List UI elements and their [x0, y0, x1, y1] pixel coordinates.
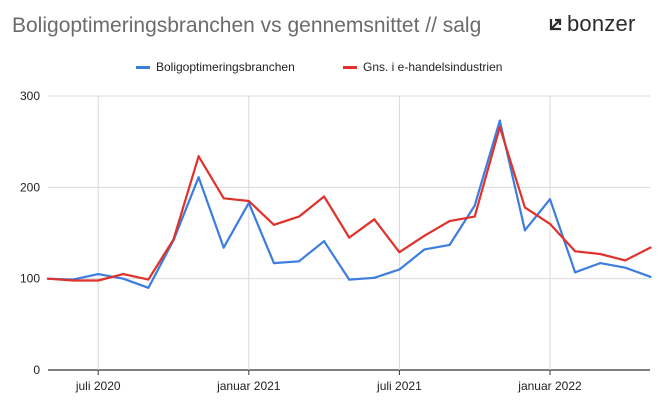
- data-point-series-2: [373, 218, 376, 221]
- chart-legend: Boligoptimeringsbranchen Gns. i e-handel…: [0, 58, 668, 76]
- data-point-series-2: [423, 234, 426, 237]
- data-point-series-2: [122, 273, 125, 276]
- data-point-series-1: [373, 276, 376, 279]
- data-point-series-1: [523, 229, 527, 232]
- logo-text: bonzer: [567, 11, 636, 36]
- data-point-series-1: [574, 271, 577, 274]
- data-point-series-2: [147, 278, 150, 281]
- data-point-series-1: [323, 240, 326, 243]
- data-point-series-1: [599, 262, 602, 265]
- data-point-series-1: [548, 198, 552, 201]
- data-point-series-1: [398, 268, 401, 271]
- data-point-series-2: [222, 197, 225, 200]
- chart-title: Boligoptimeringsbranchen vs gennemsnitte…: [12, 14, 482, 37]
- data-point-series-2: [197, 155, 200, 158]
- data-point-series-2: [297, 215, 301, 218]
- series-line-1: [46, 119, 652, 289]
- data-point-series-1: [297, 260, 301, 263]
- x-tick-label: juli 2021: [376, 379, 422, 393]
- data-point-series-1: [423, 248, 426, 251]
- data-point-series-1: [222, 246, 225, 249]
- data-point-series-1: [272, 262, 275, 265]
- data-point-series-2: [72, 279, 75, 282]
- data-point-series-2: [599, 252, 602, 256]
- data-point-series-2: [348, 236, 351, 239]
- legend-item-series-1: Boligoptimeringsbranchen: [136, 60, 295, 74]
- data-point-series-1: [473, 204, 476, 207]
- data-point-series-2: [498, 125, 501, 129]
- data-point-series-2: [247, 199, 250, 203]
- x-tick-label: januar 2021: [216, 379, 281, 393]
- data-point-series-2: [523, 206, 527, 209]
- data-point-series-2: [323, 195, 326, 198]
- x-tick-label: juli 2020: [75, 379, 121, 393]
- data-point-series-1: [498, 119, 501, 122]
- data-point-series-1: [97, 273, 100, 276]
- data-point-series-1: [448, 243, 451, 246]
- x-tick-label: januar 2022: [517, 379, 582, 393]
- series-line-2: [46, 125, 652, 282]
- data-point-series-1: [624, 266, 627, 269]
- data-point-series-2: [624, 259, 627, 262]
- data-point-series-2: [398, 251, 401, 254]
- data-point-series-1: [122, 277, 125, 280]
- data-point-series-2: [272, 223, 275, 226]
- legend-item-series-2: Gns. i e-handelsindustrien: [343, 60, 502, 74]
- data-point-series-2: [473, 215, 476, 218]
- data-point-series-2: [574, 250, 577, 253]
- data-point-series-1: [197, 176, 200, 179]
- y-tick-label: 300: [20, 89, 40, 103]
- y-tick-label: 100: [20, 272, 40, 286]
- data-point-series-2: [448, 220, 451, 223]
- data-point-series-1: [147, 286, 150, 289]
- data-point-series-2: [172, 238, 175, 241]
- data-point-series-1: [649, 275, 652, 278]
- y-tick-label: 200: [20, 180, 40, 194]
- data-point-series-1: [348, 278, 351, 281]
- y-tick-label: 0: [33, 363, 40, 377]
- legend-swatch-series-2: [343, 65, 357, 69]
- legend-label-series-2: Gns. i e-handelsindustrien: [363, 60, 503, 74]
- legend-swatch-series-1: [136, 65, 150, 69]
- data-point-series-2: [649, 246, 652, 249]
- bonzer-logo: bonzer: [549, 11, 635, 37]
- bonzer-arrow-icon: [549, 18, 562, 31]
- legend-label-series-1: Boligoptimeringsbranchen: [156, 60, 295, 74]
- data-point-series-2: [548, 222, 552, 225]
- data-point-series-2: [97, 279, 100, 282]
- data-point-series-2: [46, 277, 50, 280]
